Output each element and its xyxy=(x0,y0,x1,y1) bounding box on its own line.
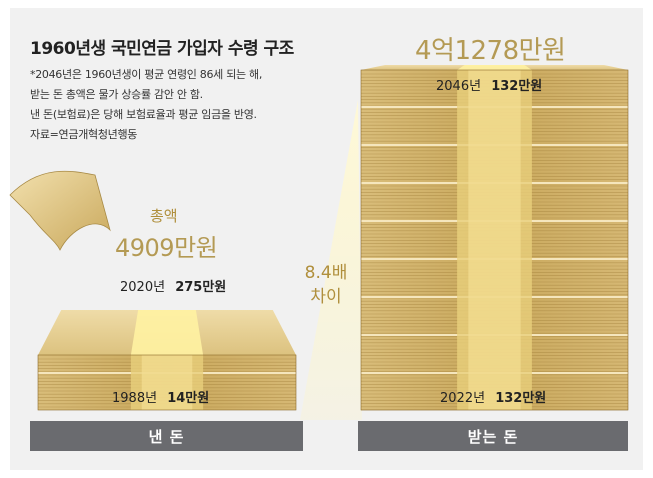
paid-strap-top xyxy=(130,310,204,355)
received-strap-inner xyxy=(468,70,521,410)
chart-title: 1960년생 국민연금 가입자 수령 구조 xyxy=(30,39,294,59)
paid-top-label: 2020년 275만원 xyxy=(120,276,226,295)
flying-banknote xyxy=(9,170,111,251)
received-total-value: 4억1278만원 xyxy=(415,36,566,66)
amount: 275만원 xyxy=(175,280,227,295)
received-top-label: 2046년 132만원 xyxy=(436,75,542,94)
paid-outline xyxy=(37,354,297,411)
footnote-line: 낸 돈(보험료)은 당해 보험료율과 평균 임금을 반영. xyxy=(30,108,257,121)
paid-bottom-label: 1988년 14만원 xyxy=(112,387,209,406)
amount: 14만원 xyxy=(167,391,210,406)
paid-strap-inner xyxy=(141,355,193,410)
light-beam xyxy=(300,100,362,420)
year: 2022년 xyxy=(440,391,486,406)
received-outline xyxy=(360,69,629,411)
received-button[interactable]: 받는 돈 xyxy=(358,421,628,451)
gap-text: 차이 xyxy=(310,287,342,307)
year: 2046년 xyxy=(436,79,482,94)
paid-total-value: 4909만원 xyxy=(115,234,218,262)
received-stack xyxy=(360,65,629,411)
paid-button[interactable]: 낸 돈 xyxy=(30,421,303,451)
footnote-line: 받는 돈 총액은 물가 상승률 감안 안 함. xyxy=(30,88,203,101)
footnote-line: 자료=연금개혁청년행동 xyxy=(30,128,138,141)
gap-ratio: 8.4배 xyxy=(304,263,348,283)
paid-total-label: 총액 xyxy=(150,207,178,225)
received-strap-top xyxy=(457,65,532,70)
received-bottom-label: 2022년 132만원 xyxy=(440,387,546,406)
year: 2020년 xyxy=(120,280,166,295)
year: 1988년 xyxy=(112,391,158,406)
footnote-line: *2046년은 1960년생이 평균 연령인 86세 되는 해, xyxy=(30,68,263,81)
amount: 132만원 xyxy=(491,79,543,94)
amount: 132만원 xyxy=(495,391,547,406)
paid-stack xyxy=(37,310,297,411)
